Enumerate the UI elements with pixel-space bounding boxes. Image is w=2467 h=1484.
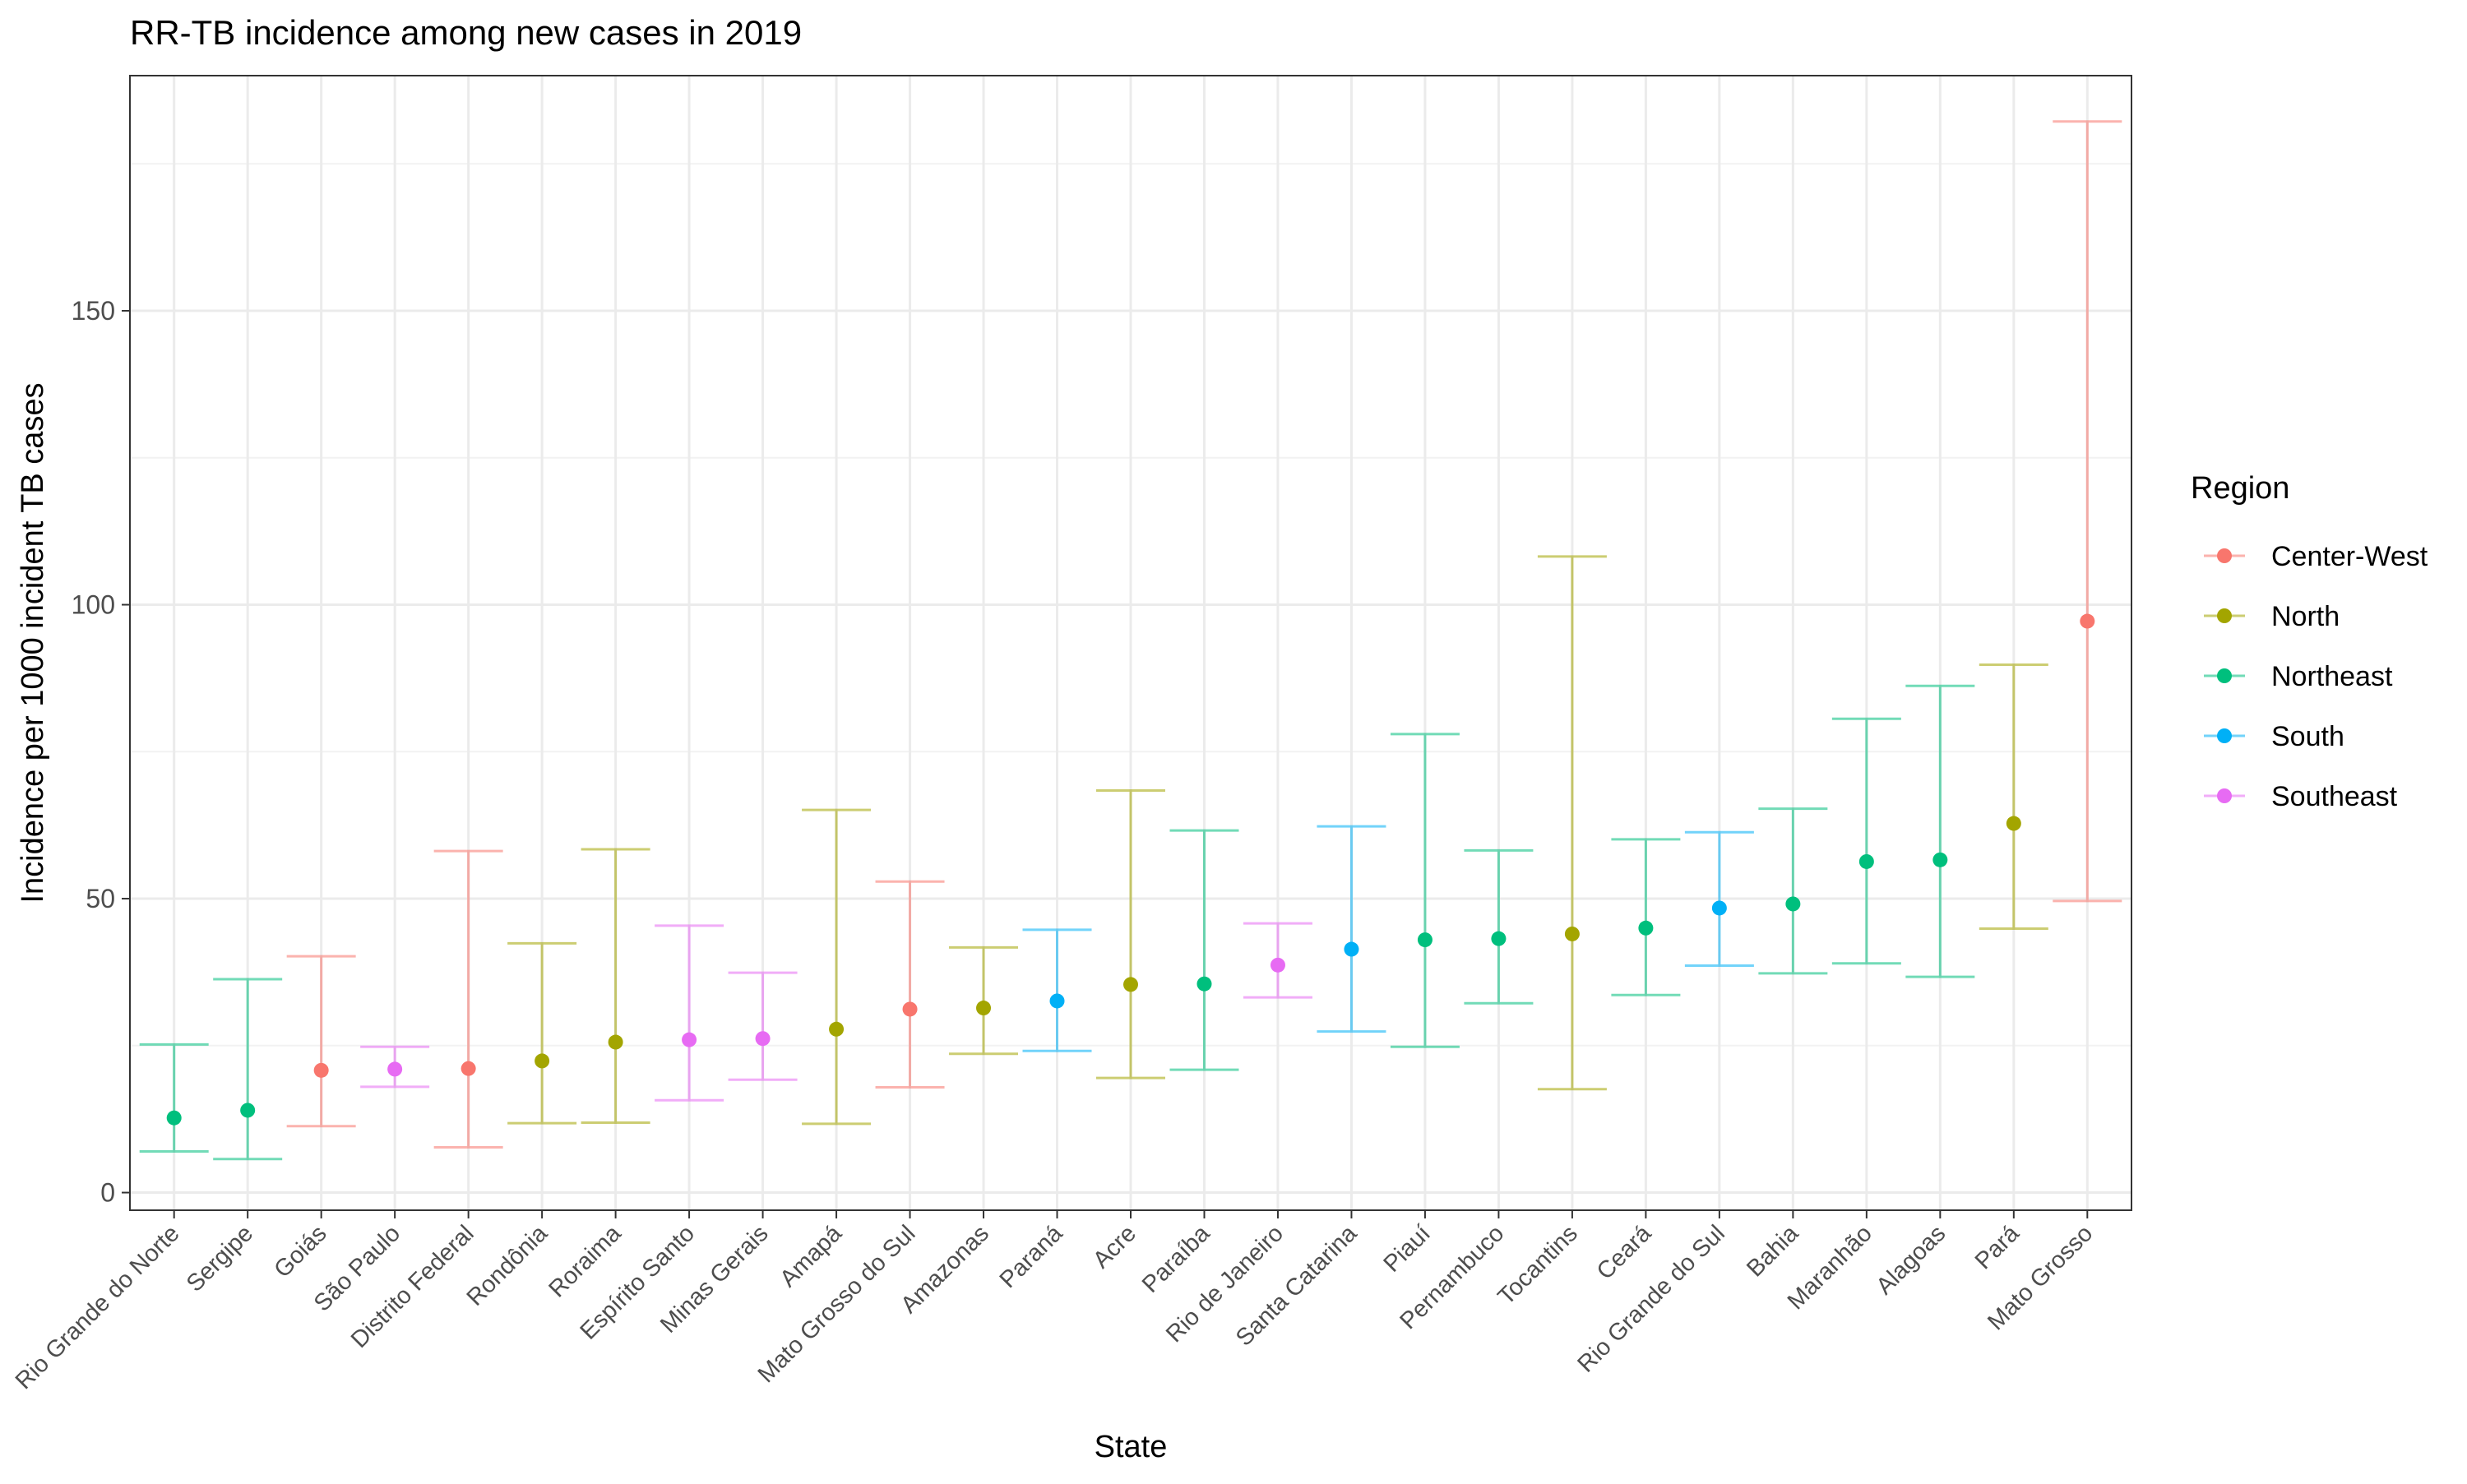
data-point <box>608 1034 623 1050</box>
data-point <box>1270 957 1285 973</box>
errorbar <box>802 808 872 1126</box>
y-axis-title: Incidence per 1000 incident TB cases <box>16 382 50 903</box>
data-point <box>461 1061 476 1076</box>
errorbar <box>139 1042 209 1153</box>
errorbar <box>581 848 650 1124</box>
errorbar <box>433 849 503 1149</box>
legend-key-point <box>2217 788 2232 803</box>
legend-key-point <box>2217 728 2232 743</box>
chart-title: RR-TB incidence among new cases in 2019 <box>130 13 802 52</box>
data-point <box>2006 816 2021 831</box>
legend-label: Center-West <box>2271 541 2428 572</box>
data-point <box>682 1032 697 1047</box>
errorbar <box>1317 825 1386 1033</box>
data-point <box>1711 900 1727 916</box>
errorbar <box>1611 838 1681 996</box>
data-point <box>976 1001 992 1016</box>
errorbar <box>1905 684 1975 978</box>
data-point <box>755 1031 771 1047</box>
legend-key-point <box>2217 548 2232 563</box>
y-tick-label: 150 <box>72 296 115 326</box>
legend-entry: Southeast <box>2204 781 2398 812</box>
data-point <box>2080 613 2095 629</box>
y-tick-label: 100 <box>72 590 115 620</box>
legend-label: Southeast <box>2271 781 2398 812</box>
y-tick-label: 0 <box>100 1178 115 1208</box>
errorbar <box>1464 848 1534 1005</box>
legend-key-point <box>2217 668 2232 683</box>
legend-entry: South <box>2204 721 2344 752</box>
data-point <box>1049 993 1065 1009</box>
errorbar <box>286 955 356 1128</box>
legend: Region Center-West North Northeast South Sou… <box>2191 471 2428 812</box>
data-point <box>387 1061 403 1077</box>
errorbar <box>213 978 283 1161</box>
errorbar <box>1096 788 1165 1079</box>
data-point <box>166 1110 182 1126</box>
data-point <box>829 1021 845 1037</box>
data-point <box>902 1001 918 1017</box>
data-point <box>313 1062 329 1078</box>
x-axis-title: State <box>1095 1430 1168 1464</box>
data-point <box>1638 920 1654 936</box>
errorbar <box>1758 807 1828 975</box>
errorbar <box>1684 830 1754 968</box>
data-point <box>1196 976 1212 992</box>
legend-label: North <box>2271 601 2340 632</box>
data-point <box>1932 852 1948 867</box>
errorbar <box>2053 120 2122 903</box>
data-point <box>1123 977 1138 992</box>
errorbar <box>875 880 945 1089</box>
legend-label: Northeast <box>2271 661 2393 692</box>
data-point <box>240 1103 256 1118</box>
errorbar <box>728 971 798 1081</box>
data-point <box>1417 932 1433 948</box>
errorbar <box>1169 829 1239 1071</box>
legend-entry: Center-West <box>2204 541 2428 572</box>
y-axis: 0 50 100 150 <box>72 296 130 1208</box>
errorbar <box>1537 555 1607 1091</box>
errorbar <box>507 941 577 1125</box>
legend-title: Region <box>2191 471 2289 506</box>
legend-entry: Northeast <box>2204 661 2393 692</box>
errorbar <box>1979 663 2048 931</box>
errorbar <box>1831 717 1901 965</box>
data-point <box>1491 931 1507 946</box>
data-point <box>1785 896 1801 912</box>
legend-label: South <box>2271 721 2344 752</box>
legend-entries: Center-West North Northeast South Southeast <box>2204 541 2428 812</box>
legend-key-point <box>2217 608 2232 623</box>
data-point <box>1858 853 1874 869</box>
data-point <box>535 1053 550 1069</box>
errorbar <box>1390 733 1460 1048</box>
legend-entry: North <box>2204 601 2340 632</box>
point-layer <box>166 613 2095 1126</box>
y-tick-label: 50 <box>86 884 115 913</box>
errorbar <box>655 924 724 1102</box>
errorbar <box>1022 928 1092 1052</box>
data-point <box>1344 941 1359 957</box>
data-point <box>1564 926 1580 941</box>
